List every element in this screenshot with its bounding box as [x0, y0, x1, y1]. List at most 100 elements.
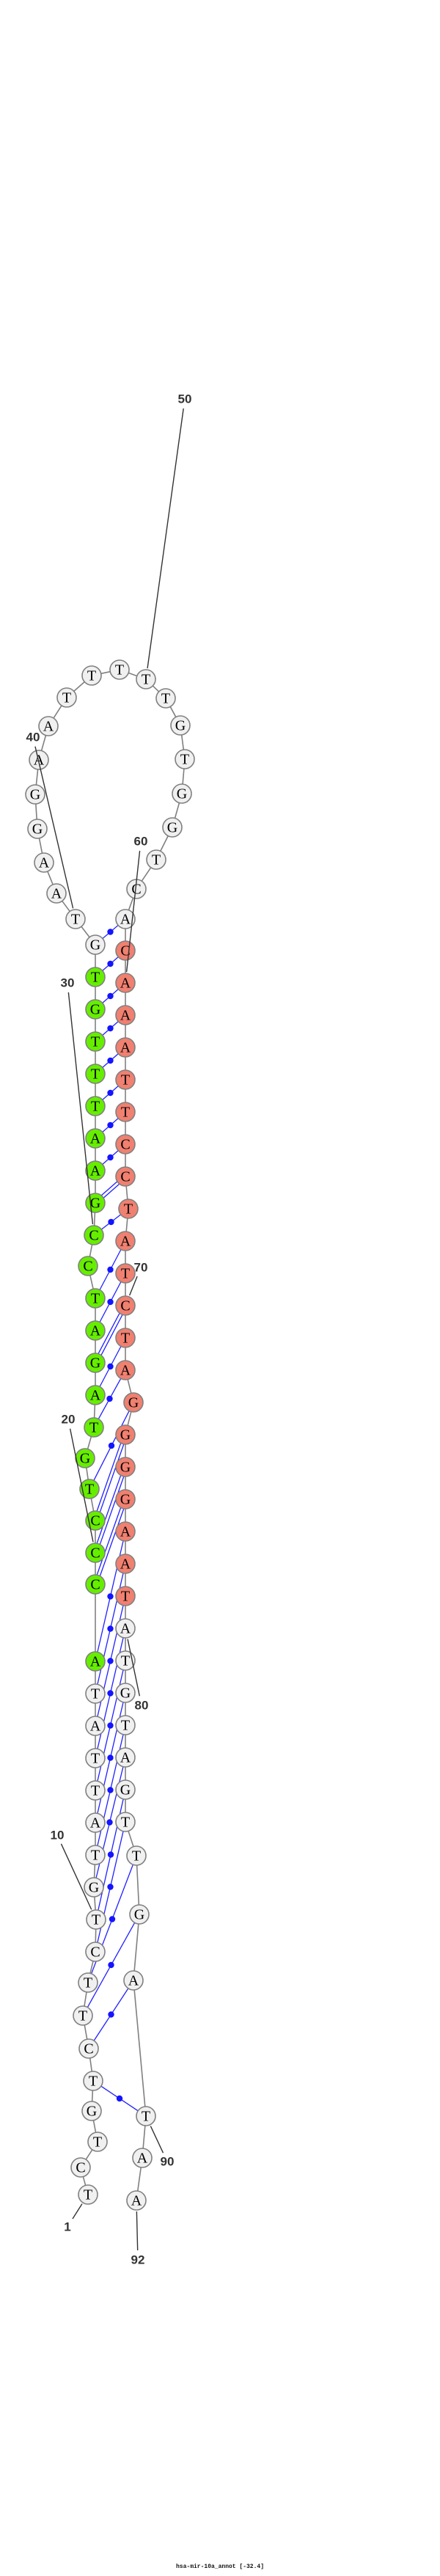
nucleotide-6[interactable]: C [78, 2038, 99, 2059]
nucleotide-circle[interactable] [115, 973, 136, 993]
nucleotide-31[interactable]: G [85, 1193, 106, 1213]
nucleotide-66[interactable]: C [115, 1166, 136, 1187]
nucleotide-circle[interactable] [85, 1543, 106, 1563]
nucleotide-44[interactable]: G [25, 784, 45, 805]
nucleotide-41[interactable]: A [46, 883, 67, 904]
nucleotide-circle[interactable] [126, 2190, 147, 2211]
nucleotide-36[interactable]: T [85, 1031, 106, 1052]
nucleotide-18[interactable]: A [85, 1651, 106, 1672]
nucleotide-64[interactable]: T [115, 1102, 136, 1122]
nucleotide-5[interactable]: T [83, 2071, 103, 2091]
nucleotide-circle[interactable] [85, 999, 106, 1020]
nucleotide-53[interactable]: T [175, 749, 195, 769]
nucleotide-48[interactable]: T [81, 665, 102, 686]
nucleotide-49[interactable]: T [109, 659, 130, 680]
nucleotide-83[interactable]: T [115, 1715, 136, 1735]
nucleotide-17[interactable]: T [85, 1683, 106, 1704]
nucleotide-circle[interactable] [78, 2038, 99, 2059]
nucleotide-circle[interactable] [46, 883, 67, 904]
nucleotide-52[interactable]: G [170, 715, 191, 736]
nucleotide-circle[interactable] [85, 1128, 106, 1149]
nucleotide-circle[interactable] [162, 817, 183, 838]
nucleotide-circle[interactable] [34, 852, 54, 873]
nucleotide-circle[interactable] [115, 1812, 136, 1832]
nucleotide-47[interactable]: T [56, 687, 77, 708]
nucleotide-circle[interactable] [85, 1716, 106, 1736]
nucleotide-circle[interactable] [79, 1479, 100, 1499]
nucleotide-circle[interactable] [126, 1845, 147, 1866]
nucleotide-86[interactable]: T [115, 1812, 136, 1832]
nucleotide-circle[interactable] [115, 1069, 136, 1090]
nucleotide-circle[interactable] [115, 1683, 136, 1703]
nucleotide-circle[interactable] [85, 1812, 106, 1833]
nucleotide-19[interactable]: C [85, 1574, 106, 1595]
nucleotide-circle[interactable] [85, 967, 106, 987]
nucleotide-circle[interactable] [175, 749, 195, 769]
nucleotide-89[interactable]: A [123, 1970, 144, 1991]
nucleotide-27[interactable]: A [85, 1320, 106, 1341]
nucleotide-59[interactable]: C [115, 940, 136, 961]
nucleotide-circle[interactable] [56, 687, 77, 708]
nucleotide-circle[interactable] [27, 819, 48, 839]
nucleotide-35[interactable]: T [85, 1064, 106, 1084]
nucleotide-circle[interactable] [85, 1942, 106, 1962]
nucleotide-circle[interactable] [136, 2106, 156, 2126]
nucleotide-circle[interactable] [85, 1064, 106, 1084]
nucleotide-circle[interactable] [38, 716, 59, 736]
nucleotide-circle[interactable] [85, 1845, 106, 1865]
nucleotide-circle[interactable] [85, 1510, 106, 1531]
nucleotide-circle[interactable] [85, 1574, 106, 1595]
nucleotide-14[interactable]: T [85, 1780, 106, 1801]
nucleotide-25[interactable]: A [85, 1385, 106, 1405]
nucleotide-12[interactable]: T [85, 1845, 106, 1865]
nucleotide-9[interactable]: C [85, 1942, 106, 1962]
nucleotide-circle[interactable] [115, 1586, 136, 1606]
nucleotide-circle[interactable] [146, 849, 166, 870]
nucleotide-circle[interactable] [29, 750, 49, 770]
nucleotide-50[interactable]: T [136, 669, 156, 689]
nucleotide-74[interactable]: G [115, 1424, 136, 1445]
nucleotide-circle[interactable] [115, 1650, 136, 1671]
nucleotide-circle[interactable] [115, 1424, 136, 1445]
nucleotide-46[interactable]: A [38, 716, 59, 736]
nucleotide-circle[interactable] [115, 1747, 136, 1768]
nucleotide-38[interactable]: T [85, 967, 106, 987]
nucleotide-15[interactable]: T [85, 1748, 106, 1768]
nucleotide-81[interactable]: T [115, 1650, 136, 1671]
nucleotide-92[interactable]: A [126, 2190, 147, 2211]
nucleotide-33[interactable]: A [85, 1128, 106, 1149]
nucleotide-76[interactable]: G [115, 1489, 136, 1510]
nucleotide-circle[interactable] [115, 1489, 136, 1510]
nucleotide-75[interactable]: G [115, 1457, 136, 1477]
nucleotide-43[interactable]: G [27, 819, 48, 839]
nucleotide-51[interactable]: T [155, 688, 176, 709]
nucleotide-circle[interactable] [132, 2148, 153, 2168]
nucleotide-77[interactable]: A [115, 1521, 136, 1542]
nucleotide-22[interactable]: T [79, 1479, 100, 1499]
nucleotide-40[interactable]: T [65, 909, 86, 929]
nucleotide-80[interactable]: A [115, 1618, 136, 1639]
nucleotide-61[interactable]: A [115, 1005, 136, 1025]
nucleotide-circle[interactable] [85, 1748, 106, 1768]
nucleotide-circle[interactable] [115, 1360, 136, 1380]
nucleotide-90[interactable]: T [136, 2106, 156, 2126]
nucleotide-circle[interactable] [84, 1877, 104, 1898]
nucleotide-circle[interactable] [78, 2184, 98, 2205]
nucleotide-3[interactable]: T [87, 2132, 108, 2152]
nucleotide-circle[interactable] [115, 1715, 136, 1735]
nucleotide-16[interactable]: A [85, 1716, 106, 1736]
nucleotide-42[interactable]: A [34, 852, 54, 873]
nucleotide-circle[interactable] [129, 1904, 150, 1925]
nucleotide-circle[interactable] [85, 1651, 106, 1672]
nucleotide-4[interactable]: G [81, 2101, 102, 2121]
nucleotide-circle[interactable] [115, 1263, 136, 1284]
nucleotide-circle[interactable] [85, 1320, 106, 1341]
nucleotide-39[interactable]: G [85, 934, 106, 955]
nucleotide-20[interactable]: C [85, 1543, 106, 1563]
nucleotide-1[interactable]: T [78, 2184, 98, 2205]
nucleotide-circle[interactable] [115, 1166, 136, 1187]
nucleotide-71[interactable]: T [115, 1328, 136, 1348]
nucleotide-55[interactable]: G [162, 817, 183, 838]
nucleotide-circle[interactable] [81, 2101, 102, 2121]
nucleotide-65[interactable]: C [115, 1134, 136, 1155]
